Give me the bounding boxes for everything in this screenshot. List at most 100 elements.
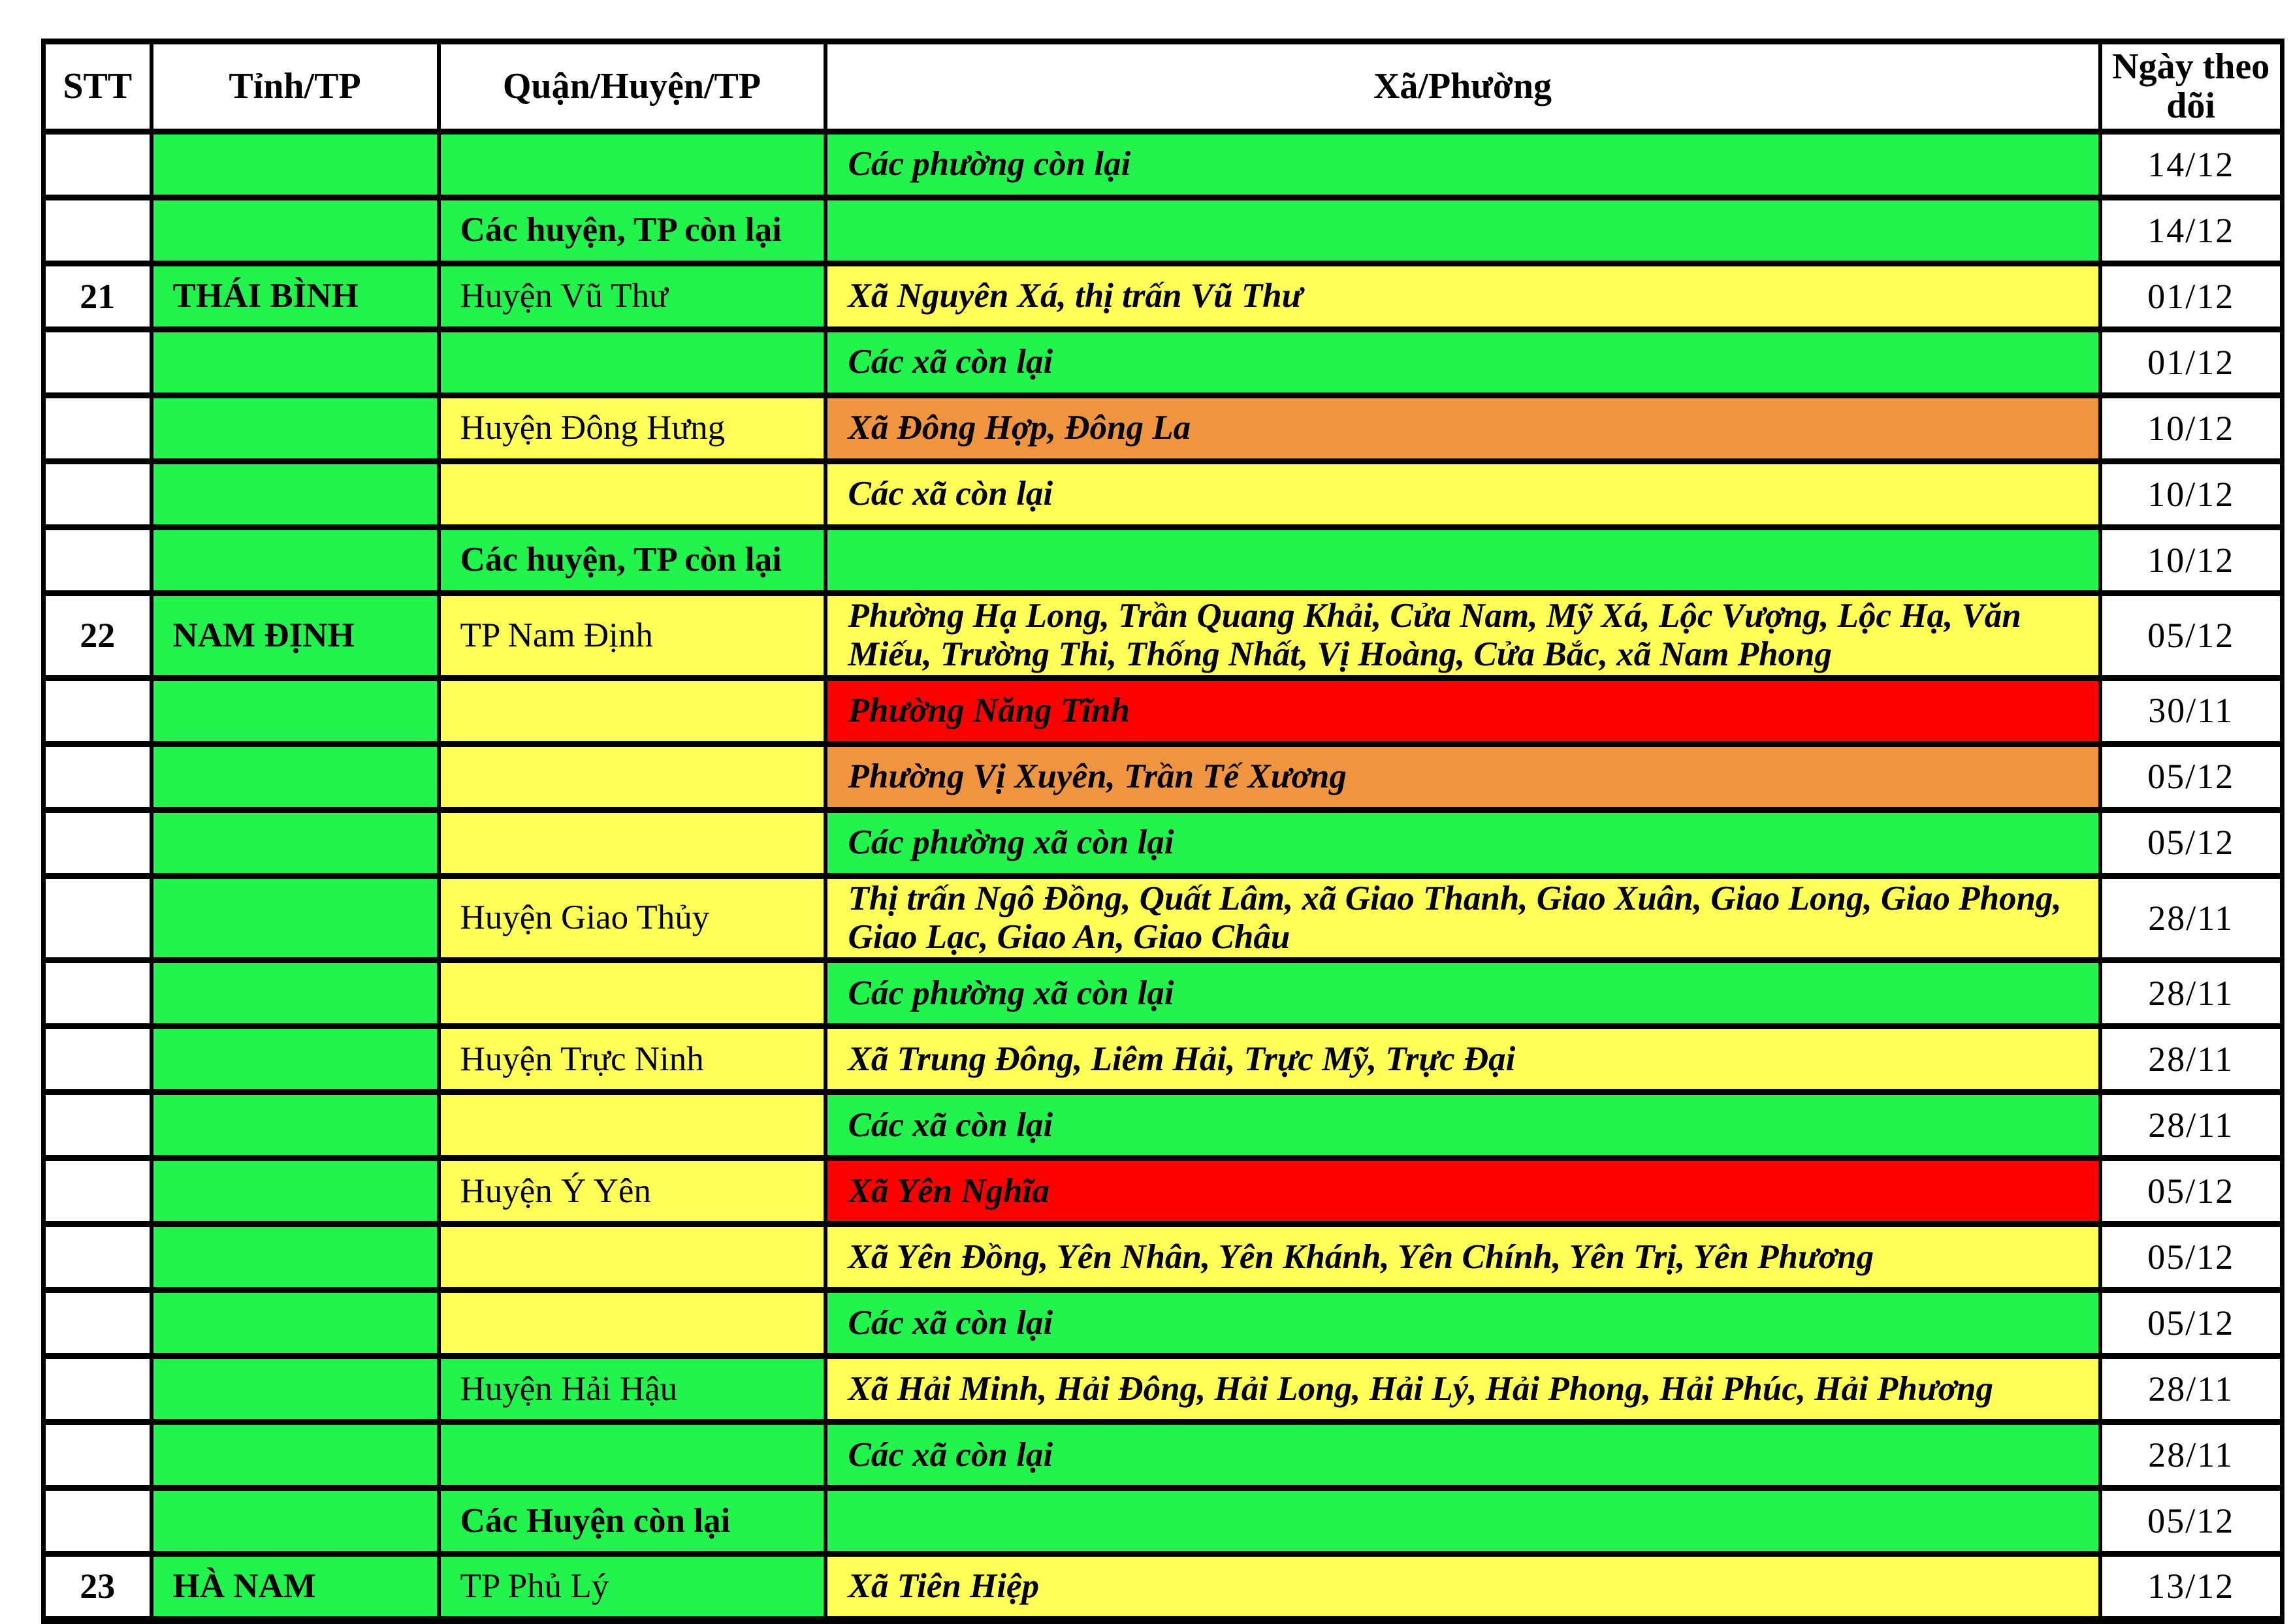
header-xa: Xã/Phường (823, 39, 2102, 135)
cell-province (149, 872, 441, 964)
monitoring-table: STT Tỉnh/TP Quận/Huyện/TP Xã/Phường Ngày… (41, 39, 2284, 1624)
cell-district (436, 957, 827, 1030)
cell-province (149, 392, 441, 464)
cell-district (436, 128, 827, 200)
cell-province (149, 326, 441, 398)
cell-date: 10/12 (2098, 458, 2284, 530)
table-row: Các xã còn lại 01/12 (41, 326, 2284, 398)
cell-province (149, 957, 441, 1030)
cell-ward: Xã Hải Minh, Hải Đông, Hải Long, Hải Lý,… (823, 1353, 2102, 1425)
table-row: 22 NAM ĐỊNH TP Nam Định Phường Hạ Long, Trầ… (41, 590, 2284, 681)
table-body: Các phường còn lại 14/12 Các huyện, TP còn… (41, 128, 2284, 1623)
cell-province (149, 675, 441, 747)
cell-date: 10/12 (2098, 524, 2284, 596)
cell-stt (41, 1353, 153, 1425)
cell-province (149, 1485, 441, 1557)
header-row: STT Tỉnh/TP Quận/Huyện/TP Xã/Phường Ngày… (41, 39, 2284, 135)
cell-ward: Xã Tiên Hiệp (823, 1551, 2102, 1623)
cell-province: HÀ NAM (149, 1551, 441, 1623)
header-quan: Quận/Huyện/TP (436, 39, 827, 135)
table-row: Các xã còn lại 28/11 (41, 1089, 2284, 1162)
cell-ward: Các phường xã còn lại (823, 957, 2102, 1030)
cell-stt (41, 872, 153, 964)
cell-stt: 23 (41, 1551, 153, 1623)
monitoring-table-container: STT Tỉnh/TP Quận/Huyện/TP Xã/Phường Ngày… (41, 39, 2284, 1624)
table-row: Huyện Giao Thủy Thị trấn Ngô Đồng, Quất L… (41, 872, 2284, 964)
cell-ward: Các xã còn lại (823, 1089, 2102, 1162)
cell-stt (41, 1485, 153, 1557)
cell-district (436, 806, 827, 879)
cell-province: NAM ĐỊNH (149, 590, 441, 681)
cell-province (149, 806, 441, 879)
cell-date: 14/12 (2098, 128, 2284, 200)
cell-district: Huyện Trực Ninh (436, 1023, 827, 1096)
cell-ward: Thị trấn Ngô Đồng, Quất Lâm, xã Giao Tha… (823, 872, 2102, 964)
cell-province (149, 524, 441, 596)
cell-ward: Phường Vị Xuyên, Trần Tế Xương (823, 740, 2102, 813)
cell-stt (41, 458, 153, 530)
cell-ward: Các xã còn lại (823, 458, 2102, 530)
cell-ward (823, 194, 2102, 266)
cell-date: 05/12 (2098, 1221, 2284, 1294)
cell-stt (41, 1023, 153, 1096)
cell-province (149, 458, 441, 530)
cell-district (436, 326, 827, 398)
cell-stt: 22 (41, 590, 153, 681)
cell-province (149, 194, 441, 266)
cell-ward: Phường Năng Tĩnh (823, 675, 2102, 747)
cell-date: 28/11 (2098, 957, 2284, 1030)
cell-date: 14/12 (2098, 194, 2284, 266)
table-row: Huyện Ý Yên Xã Yên Nghĩa 05/12 (41, 1155, 2284, 1228)
cell-date: 05/12 (2098, 590, 2284, 681)
header-tinh: Tỉnh/TP (149, 39, 441, 135)
cell-date: 28/11 (2098, 1419, 2284, 1491)
table-header: STT Tỉnh/TP Quận/Huyện/TP Xã/Phường Ngày… (41, 39, 2284, 135)
table-row: 23 HÀ NAM TP Phủ Lý Xã Tiên Hiệp 13/12 (41, 1551, 2284, 1623)
cell-ward: Các xã còn lại (823, 1419, 2102, 1491)
cell-province (149, 740, 441, 813)
cell-district (436, 1221, 827, 1294)
cell-district: Huyện Vũ Thư (436, 260, 827, 332)
cell-district: TP Phủ Lý (436, 1551, 827, 1623)
cell-district: TP Nam Định (436, 590, 827, 681)
cell-stt (41, 1287, 153, 1360)
cell-district: Huyện Đông Hưng (436, 392, 827, 464)
table-row: Các phường xã còn lại 05/12 (41, 806, 2284, 879)
cell-province: THÁI BÌNH (149, 260, 441, 332)
cell-ward: Xã Đông Hợp, Đông La (823, 392, 2102, 464)
cell-district (436, 675, 827, 747)
cell-province (149, 1155, 441, 1228)
table-row: Xã Yên Đồng, Yên Nhân, Yên Khánh, Yên Ch… (41, 1221, 2284, 1294)
cell-date: 10/12 (2098, 392, 2284, 464)
cell-ward (823, 1485, 2102, 1557)
table-row: Các huyện, TP còn lại 14/12 (41, 194, 2284, 266)
cell-date: 28/11 (2098, 1089, 2284, 1162)
cell-district (436, 1089, 827, 1162)
cell-stt (41, 326, 153, 398)
cell-ward: Xã Trung Đông, Liêm Hải, Trực Mỹ, Trực Đ… (823, 1023, 2102, 1096)
cell-ward (823, 524, 2102, 596)
cell-district: Các huyện, TP còn lại (436, 194, 827, 266)
cell-district: Huyện Ý Yên (436, 1155, 827, 1228)
cell-province (149, 1287, 441, 1360)
cell-district (436, 1287, 827, 1360)
table-row: Các phường xã còn lại 28/11 (41, 957, 2284, 1030)
table-row: Các phường còn lại 14/12 (41, 128, 2284, 200)
cell-district (436, 740, 827, 813)
cell-ward: Xã Nguyên Xá, thị trấn Vũ Thư (823, 260, 2102, 332)
cell-date: 05/12 (2098, 1485, 2284, 1557)
cell-district: Huyện Giao Thủy (436, 872, 827, 964)
cell-province (149, 1419, 441, 1491)
cell-ward: Xã Yên Đồng, Yên Nhân, Yên Khánh, Yên Ch… (823, 1221, 2102, 1294)
cell-province (149, 1353, 441, 1425)
cell-date: 13/12 (2098, 1551, 2284, 1623)
table-row: Các Huyện còn lại 05/12 (41, 1485, 2284, 1557)
cell-date: 05/12 (2098, 1287, 2284, 1360)
cell-stt (41, 194, 153, 266)
table-row: Phường Năng Tĩnh 30/11 (41, 675, 2284, 747)
cell-district (436, 1419, 827, 1491)
cell-stt (41, 675, 153, 747)
cell-ward: Các phường còn lại (823, 128, 2102, 200)
cell-date: 28/11 (2098, 1023, 2284, 1096)
